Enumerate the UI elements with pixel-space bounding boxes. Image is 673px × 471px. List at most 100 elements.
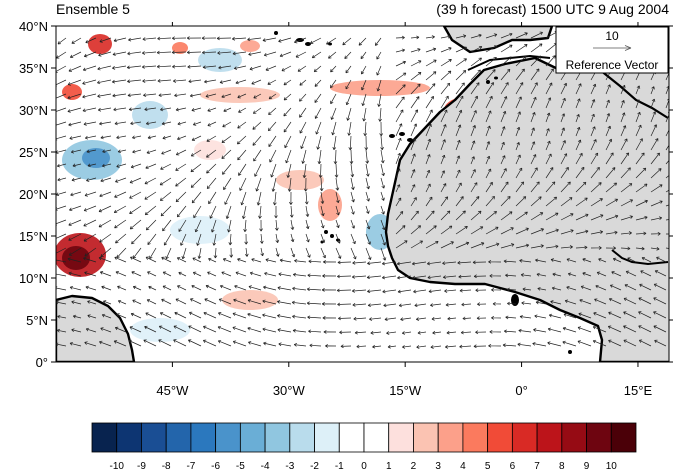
wind-arrow bbox=[129, 219, 142, 230]
wind-arrow bbox=[534, 314, 547, 319]
wind-arrow bbox=[84, 247, 97, 257]
wind-arrow bbox=[99, 340, 112, 347]
wind-arrow bbox=[384, 317, 397, 322]
wind-arrow bbox=[85, 37, 97, 44]
wind-arrow bbox=[473, 344, 487, 349]
wind-arrow bbox=[337, 260, 352, 265]
wind-arrow bbox=[219, 284, 232, 291]
wind-arrow bbox=[238, 107, 247, 113]
wind-arrow bbox=[349, 149, 354, 164]
wind-arrow bbox=[485, 226, 499, 235]
wind-arrow bbox=[191, 135, 202, 141]
wind-arrow bbox=[440, 241, 454, 249]
wind-arrow bbox=[515, 55, 527, 67]
wind-arrow bbox=[455, 225, 468, 235]
wind-arrow bbox=[112, 65, 127, 70]
wind-arrow bbox=[665, 174, 669, 179]
wind-arrow bbox=[620, 183, 633, 193]
wind-arrow bbox=[624, 284, 637, 291]
wind-arrow bbox=[87, 163, 97, 168]
wind-arrow bbox=[455, 34, 467, 39]
wind-arrow bbox=[147, 135, 157, 140]
wind-arrow bbox=[307, 315, 322, 320]
wind-arrow bbox=[665, 247, 669, 249]
wind-arrow bbox=[650, 124, 658, 137]
wind-arrow bbox=[380, 177, 386, 189]
wind-arrow bbox=[374, 37, 382, 46]
wind-arrow bbox=[112, 93, 127, 98]
wind-arrow bbox=[147, 271, 157, 277]
wind-arrow bbox=[575, 197, 588, 207]
wind-arrow bbox=[83, 219, 97, 227]
wind-arrow bbox=[249, 65, 262, 71]
wind-arrow bbox=[315, 121, 322, 135]
wind-arrow bbox=[97, 107, 112, 112]
wind-arrow bbox=[141, 65, 157, 69]
wind-arrow bbox=[475, 288, 487, 293]
wind-arrow bbox=[217, 339, 232, 347]
wind-arrow bbox=[560, 153, 568, 165]
wind-arrow bbox=[410, 60, 422, 67]
wind-arrow bbox=[575, 83, 582, 95]
wind-arrow bbox=[352, 303, 367, 307]
wind-arrow bbox=[97, 93, 112, 98]
wind-arrow bbox=[485, 69, 496, 81]
wind-arrow bbox=[455, 169, 461, 179]
wind-arrow bbox=[113, 340, 127, 347]
wind-arrow bbox=[256, 191, 262, 206]
wind-arrow bbox=[85, 327, 97, 333]
wind-arrow bbox=[515, 227, 529, 235]
wind-arrow bbox=[192, 271, 202, 277]
wind-arrow bbox=[560, 97, 566, 109]
wind-arrow bbox=[294, 259, 307, 263]
wind-arrow bbox=[222, 163, 232, 175]
wind-arrow bbox=[605, 125, 611, 137]
wind-arrow bbox=[207, 121, 217, 127]
colorbar-label: 9 bbox=[584, 461, 590, 471]
lat-tick-label: 10°N bbox=[19, 271, 48, 286]
wind-arrow bbox=[545, 128, 550, 137]
wind-arrow bbox=[209, 205, 217, 219]
wind-arrow bbox=[71, 328, 82, 333]
anomaly-patch bbox=[130, 318, 190, 342]
wind-arrow bbox=[128, 37, 142, 42]
wind-arrow bbox=[580, 285, 592, 291]
wind-arrow bbox=[440, 70, 452, 81]
wind-arrow bbox=[582, 258, 592, 263]
wind-arrow bbox=[533, 328, 547, 333]
wind-arrow bbox=[57, 177, 67, 182]
anomaly-patch bbox=[62, 84, 82, 100]
wind-arrow bbox=[159, 177, 172, 186]
wind-arrow bbox=[397, 275, 412, 280]
wind-arrow bbox=[410, 138, 417, 151]
wind-arrow bbox=[653, 283, 667, 291]
wind-arrow bbox=[507, 301, 517, 306]
wind-arrow bbox=[177, 285, 187, 291]
wind-arrow bbox=[322, 274, 337, 278]
wind-arrow bbox=[323, 330, 337, 334]
wind-arrow bbox=[650, 168, 662, 179]
wind-arrow bbox=[259, 219, 263, 232]
wind-arrow bbox=[162, 271, 172, 277]
colorbar-box bbox=[215, 422, 241, 453]
wind-arrow bbox=[232, 51, 247, 56]
wind-arrow bbox=[506, 287, 517, 292]
wind-arrow bbox=[425, 210, 435, 221]
wind-arrow bbox=[97, 65, 112, 71]
wind-arrow bbox=[235, 271, 247, 277]
wind-arrow bbox=[535, 300, 547, 305]
wind-arrow bbox=[145, 312, 157, 319]
wind-arrow bbox=[116, 313, 127, 319]
wind-arrow bbox=[275, 247, 280, 257]
wind-arrow bbox=[337, 274, 352, 279]
wind-arrow bbox=[410, 210, 419, 221]
wind-arrow bbox=[191, 107, 202, 112]
wind-arrow bbox=[102, 149, 112, 154]
wind-arrow bbox=[319, 177, 324, 192]
wind-arrow bbox=[455, 82, 465, 95]
wind-arrow bbox=[292, 272, 307, 277]
wind-arrow bbox=[68, 121, 82, 127]
wind-arrow bbox=[638, 339, 652, 347]
wind-arrow bbox=[550, 258, 562, 263]
wind-arrow bbox=[639, 283, 652, 291]
